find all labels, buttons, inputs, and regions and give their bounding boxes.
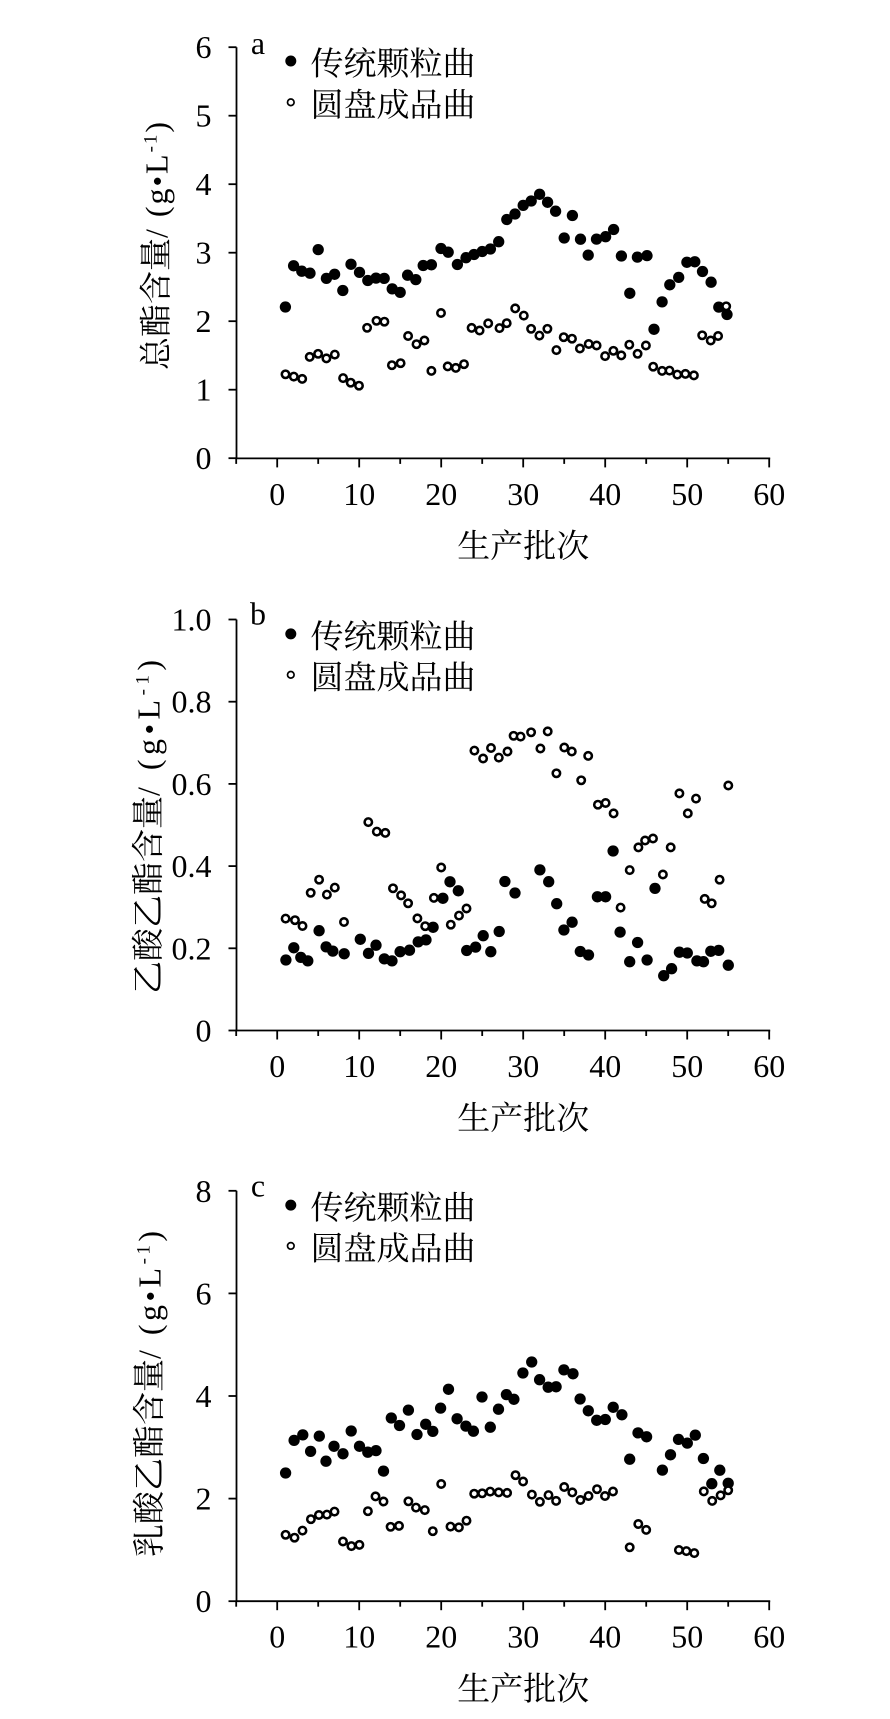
svg-text:20: 20 xyxy=(425,1048,457,1084)
svg-text:c: c xyxy=(251,1168,265,1204)
svg-text:10: 10 xyxy=(343,1619,375,1655)
svg-text:10: 10 xyxy=(343,476,375,512)
svg-text:30: 30 xyxy=(507,476,539,512)
svg-text:0.2: 0.2 xyxy=(172,930,212,966)
svg-text:0.4: 0.4 xyxy=(172,848,212,884)
svg-text:60: 60 xyxy=(753,1619,785,1655)
svg-text:0: 0 xyxy=(269,476,285,512)
svg-text:/ (g•L-1): / (g•L-1) xyxy=(131,655,167,796)
svg-text:0: 0 xyxy=(196,1013,212,1049)
svg-text:a: a xyxy=(251,25,265,61)
svg-text:4: 4 xyxy=(196,1378,212,1414)
svg-text:60: 60 xyxy=(753,1048,785,1084)
svg-text:0: 0 xyxy=(196,1583,212,1619)
svg-text:b: b xyxy=(250,596,266,632)
svg-text:2: 2 xyxy=(196,303,212,339)
svg-text:40: 40 xyxy=(589,1619,621,1655)
svg-text:0.6: 0.6 xyxy=(172,766,212,802)
svg-text:10: 10 xyxy=(343,1048,375,1084)
svg-text:0: 0 xyxy=(269,1619,285,1655)
svg-text:50: 50 xyxy=(671,476,703,512)
svg-text:1.0: 1.0 xyxy=(172,602,212,638)
svg-text:2: 2 xyxy=(196,1481,212,1517)
svg-text:1: 1 xyxy=(196,372,212,408)
svg-text:40: 40 xyxy=(589,1048,621,1084)
svg-text:20: 20 xyxy=(425,1619,457,1655)
svg-text:6: 6 xyxy=(196,29,212,65)
svg-text:4: 4 xyxy=(196,166,212,202)
svg-text:6: 6 xyxy=(196,1275,212,1311)
svg-text:30: 30 xyxy=(507,1048,539,1084)
svg-text:0: 0 xyxy=(269,1048,285,1084)
svg-text:3: 3 xyxy=(196,235,212,271)
svg-text:50: 50 xyxy=(671,1619,703,1655)
svg-text:5: 5 xyxy=(196,98,212,134)
svg-text:60: 60 xyxy=(753,476,785,512)
svg-text:0.8: 0.8 xyxy=(172,684,212,720)
svg-text:30: 30 xyxy=(507,1619,539,1655)
svg-text:0: 0 xyxy=(196,440,212,476)
svg-text:8: 8 xyxy=(196,1173,212,1209)
svg-text:20: 20 xyxy=(425,476,457,512)
svg-text:40: 40 xyxy=(589,476,621,512)
svg-text:50: 50 xyxy=(671,1048,703,1084)
